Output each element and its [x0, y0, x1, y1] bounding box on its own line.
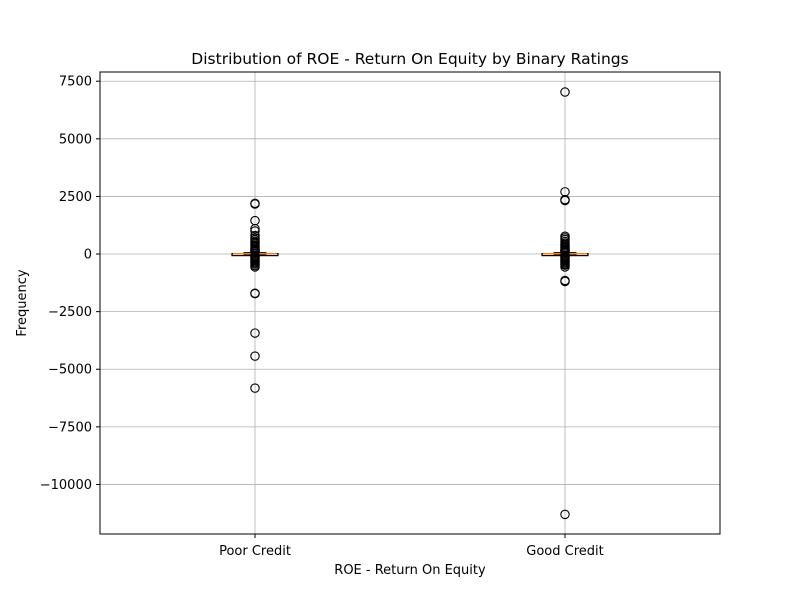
outlier-point: [560, 276, 570, 287]
outlier-point: [250, 288, 260, 299]
outlier-point: [250, 328, 260, 338]
outlier-point: [250, 383, 260, 393]
box-good-credit: [541, 87, 589, 520]
y-tick-label: −7500: [48, 420, 92, 435]
grid-lines: [100, 72, 720, 534]
outlier-point: [560, 87, 570, 97]
y-tick-label: −5000: [48, 363, 92, 378]
x-axis-label: ROE - Return On Equity: [334, 563, 486, 578]
outlier-point: [250, 351, 260, 361]
y-tick-label: −10000: [40, 478, 92, 493]
outlier-point: [250, 199, 260, 209]
y-tick-label: 0: [84, 248, 92, 263]
outlier-point: [250, 223, 260, 234]
box-series: [231, 87, 589, 520]
outlier-point: [560, 509, 570, 520]
outlier-point: [560, 195, 570, 206]
outlier-point: [560, 262, 570, 272]
x-tick-label: Poor Credit: [219, 544, 291, 559]
y-tick-label: 5000: [59, 132, 92, 147]
outlier-point: [250, 262, 260, 272]
box-poor-credit: [231, 198, 279, 393]
chart-title: Distribution of ROE - Return On Equity b…: [191, 50, 628, 68]
plot-frame: [99, 71, 721, 535]
y-tick-label: −2500: [48, 305, 92, 320]
y-axis-label: Frequency: [15, 269, 30, 336]
x-axis: Poor Credit Good Credit: [219, 534, 604, 559]
y-tick-label: 7500: [59, 75, 92, 90]
y-axis: 7500 5000 2500 0 −2500 −5000 −7500 −10000: [40, 75, 100, 493]
y-tick-label: 2500: [59, 190, 92, 205]
x-tick-label: Good Credit: [526, 544, 603, 559]
